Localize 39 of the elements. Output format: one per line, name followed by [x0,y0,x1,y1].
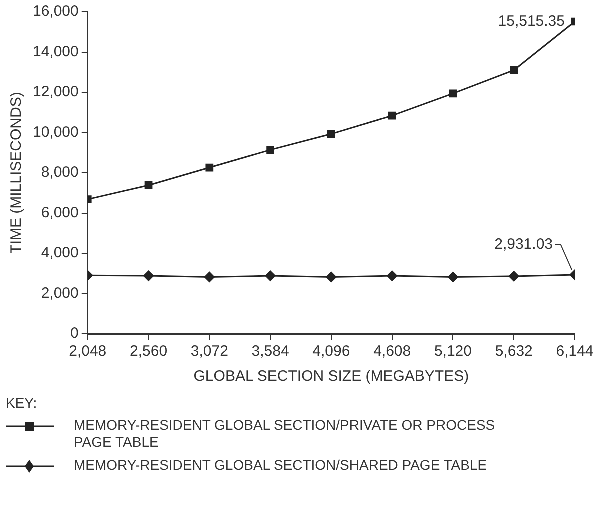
x-tick-label: 3,584 [252,343,290,360]
point [266,146,274,154]
y-tick-label: 6,000 [41,204,79,222]
annotation: 2,931.03 [494,236,553,254]
annotation: 15,515.35 [498,12,565,30]
y-tick-label: 4,000 [41,244,79,262]
y-tick-label: 12,000 [32,84,79,101]
legend-label: MEMORY-RESIDENT GLOBAL SECTION/PRIVATE OR PROCESS PAGE TABLE [74,417,496,451]
y-tick-label: 10,000 [32,124,79,141]
point [144,182,153,190]
y-tick-label: 2,000 [41,284,79,302]
x-tick-label: 3,072 [190,343,228,360]
point [449,90,458,98]
point [510,66,518,74]
y-tick-label: 8,000 [41,164,79,182]
x-tick-label: 5,632 [495,343,533,360]
x-tick-label: 4,608 [374,343,412,360]
y-tick-label: 14,000 [32,43,79,60]
point [448,272,458,282]
point [388,112,396,120]
x-tick-label: 4,096 [312,343,350,360]
y-tick-label: 16,000 [32,3,79,20]
point [326,272,337,282]
point [265,270,276,282]
point [206,164,214,172]
x-tick-label: 6,144 [556,343,594,360]
x-tick-label: 5,120 [434,343,472,360]
point [144,270,154,282]
point [387,270,398,282]
point [328,130,336,138]
x-tick-label: 2,560 [130,343,168,360]
y-tick-label: 0 [70,325,79,342]
y-axis-title: TIME (MILLISECONDS) [8,92,26,254]
x-axis-title: GLOBAL SECTION SIZE (MEGABYTES) [194,368,470,386]
point [204,272,215,282]
point [508,271,520,282]
x-tick-label: 2,048 [69,343,107,360]
legend-label: MEMORY-RESIDENT GLOBAL SECTION/SHARED PAGE TABLE [74,457,488,474]
legend-title: KEY: [6,395,38,411]
